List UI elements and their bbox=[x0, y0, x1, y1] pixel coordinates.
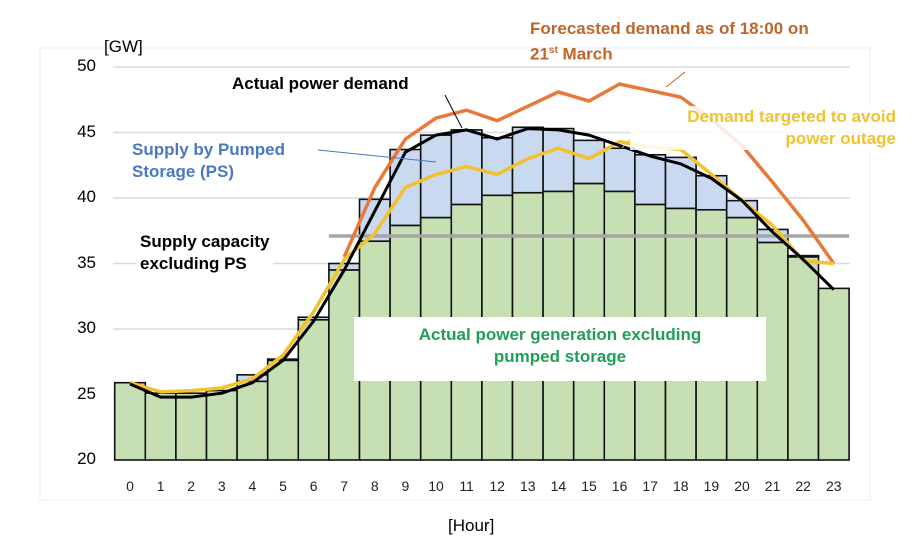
ps-label-line1: Supply by Pumped bbox=[132, 140, 286, 159]
x-tick-label: 14 bbox=[550, 478, 567, 494]
generation-bar bbox=[175, 392, 208, 461]
x-tick-label: 9 bbox=[401, 478, 410, 494]
x-tick-label: 23 bbox=[826, 478, 842, 494]
y-tick-label: 50 bbox=[77, 56, 96, 75]
x-tick-label: 13 bbox=[520, 478, 536, 494]
forecast-month: March bbox=[557, 44, 613, 64]
x-tick-label: 15 bbox=[581, 478, 597, 494]
x-tick-label: 12 bbox=[489, 478, 505, 494]
x-tick-label: 6 bbox=[309, 478, 318, 494]
target-demand-line bbox=[129, 139, 834, 394]
cap-label-line2: excluding PS bbox=[140, 254, 247, 273]
x-tick-label: 1 bbox=[156, 478, 165, 494]
x-tick-label: 2 bbox=[187, 478, 196, 494]
actual-demand-label: Actual power demand bbox=[229, 73, 412, 95]
x-tick-label: 20 bbox=[734, 478, 750, 494]
plot-frame bbox=[39, 47, 871, 501]
pumped-storage-label: Supply by Pumped Storage (PS) bbox=[128, 139, 290, 183]
forecast-label-line1: Forecasted demand as of 18:00 on bbox=[530, 19, 809, 38]
ps-pointer bbox=[317, 149, 437, 163]
actual-demand-line bbox=[129, 127, 835, 399]
forecast-label: Forecasted demand as of 18:00 on 21st Ma… bbox=[530, 18, 809, 66]
ps-bar bbox=[634, 153, 667, 206]
x-tick-label: 8 bbox=[370, 478, 379, 494]
ps-bar bbox=[450, 129, 483, 206]
x-tick-label: 7 bbox=[340, 478, 349, 494]
x-tick-label: 22 bbox=[795, 478, 811, 494]
forecast-label-line2: 21st March bbox=[530, 40, 809, 66]
x-tick-label: 0 bbox=[126, 478, 134, 494]
generation-bar bbox=[144, 392, 177, 461]
generation-label: Actual power generation excluding pumped… bbox=[354, 317, 766, 381]
forecast-day-suffix: st bbox=[548, 45, 558, 56]
gen-label-line1: Actual power generation excluding bbox=[418, 325, 702, 344]
x-tick-label: 3 bbox=[217, 478, 226, 494]
x-tick-label: 5 bbox=[279, 478, 287, 494]
x-tick-label: 10 bbox=[428, 478, 444, 494]
x-tick-label: 18 bbox=[673, 478, 689, 494]
gen-label-line2: pumped storage bbox=[493, 347, 627, 366]
ps-bar bbox=[542, 127, 575, 193]
x-tick-label: 19 bbox=[703, 478, 720, 494]
y-tick-label: 35 bbox=[77, 252, 96, 272]
x-axis-label: [Hour] bbox=[448, 516, 495, 535]
y-tick-label: 20 bbox=[77, 449, 96, 468]
ps-bar bbox=[695, 174, 728, 211]
y-tick-label: 45 bbox=[77, 121, 96, 141]
actual-demand-pointer bbox=[444, 94, 463, 129]
ps-bar bbox=[481, 136, 514, 197]
x-tick-label: 21 bbox=[764, 478, 781, 494]
ps-bar bbox=[603, 147, 636, 193]
supply-capacity-label: Supply capacity excluding PS bbox=[136, 231, 274, 275]
y-tick-label: 30 bbox=[77, 318, 96, 337]
forecast-demand-line bbox=[342, 82, 836, 265]
forecast-pointer bbox=[665, 71, 686, 88]
generation-bar bbox=[266, 359, 300, 461]
cap-label-line1: Supply capacity bbox=[140, 232, 270, 251]
ps-bar bbox=[419, 134, 453, 219]
x-tick-label: 4 bbox=[248, 478, 257, 494]
target-label-line1: Demand targeted to avoid bbox=[687, 107, 896, 126]
target-label-line2: power outage bbox=[785, 129, 896, 148]
generation-bar bbox=[113, 381, 147, 461]
x-tick-label: 16 bbox=[611, 478, 628, 494]
generation-bar bbox=[205, 389, 238, 461]
y-axis-label: [GW] bbox=[104, 37, 143, 56]
x-tick-label: 17 bbox=[642, 478, 658, 494]
generation-bar bbox=[817, 287, 850, 461]
forecast-day: 21 bbox=[530, 44, 549, 64]
ps-bar bbox=[572, 139, 606, 185]
x-tick-label: 11 bbox=[459, 478, 474, 494]
generation-bar bbox=[236, 380, 269, 461]
ps-label-line2: Storage (PS) bbox=[132, 162, 235, 181]
y-tick-label: 40 bbox=[77, 187, 96, 206]
y-tick-label: 25 bbox=[77, 383, 96, 403]
generation-bar bbox=[297, 319, 330, 461]
target-demand-label: Demand targeted to avoid power outage bbox=[630, 106, 896, 150]
generation-bar bbox=[787, 256, 820, 461]
